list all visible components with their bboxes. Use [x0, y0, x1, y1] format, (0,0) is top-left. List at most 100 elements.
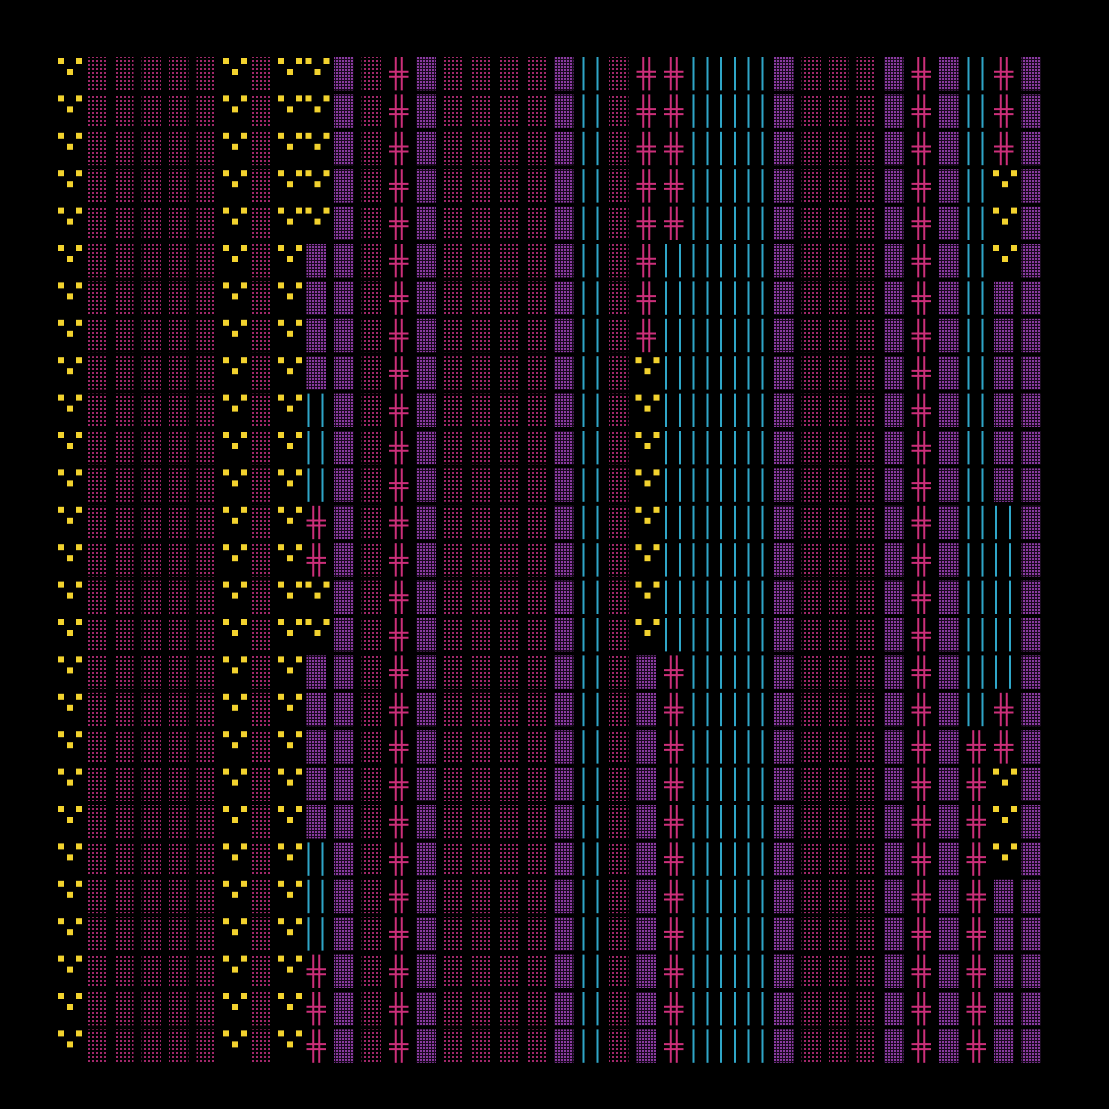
- purple-dot-tile: [774, 356, 794, 390]
- magenta-dot-tile: [361, 431, 381, 465]
- magenta-dot-tile: [444, 730, 464, 764]
- magenta-dot-tile: [856, 767, 876, 801]
- magenta-dot-tile: [801, 169, 821, 203]
- magenta-dot-tile: [251, 543, 271, 577]
- purple-dot-tile: [994, 1029, 1014, 1063]
- purple-dot-tile: [554, 580, 574, 614]
- magenta-dot-tile: [829, 879, 849, 914]
- magenta-dot-tile: [856, 206, 876, 240]
- yellow-dot: [67, 854, 73, 861]
- magenta-dot-tile: [499, 992, 519, 1026]
- purple-dot-tile: [939, 618, 959, 652]
- magenta-dot-tile: [829, 992, 849, 1026]
- magenta-dot-tile: [609, 57, 629, 91]
- magenta-dot-tile: [526, 94, 546, 128]
- purple-dot-tile: [416, 805, 436, 839]
- magenta-dot-tile: [169, 57, 189, 91]
- magenta-dot-tile: [114, 244, 134, 278]
- yellow-dot: [223, 656, 229, 663]
- yellow-dot: [58, 768, 64, 775]
- yellow-dot: [305, 132, 312, 139]
- yellow-dot: [223, 282, 229, 289]
- magenta-dot-tile: [609, 505, 629, 540]
- yellow-dot: [241, 880, 247, 887]
- magenta-dot-tile: [801, 206, 821, 240]
- yellow-dot: [76, 469, 82, 476]
- yellow-dot: [67, 517, 73, 524]
- magenta-dot-tile: [856, 431, 876, 465]
- magenta-dot-tile: [169, 318, 189, 353]
- yellow-dot: [287, 256, 293, 262]
- magenta-dot-tile: [196, 692, 216, 727]
- purple-dot-tile: [554, 842, 574, 876]
- purple-dot-tile: [1021, 1029, 1041, 1063]
- purple-dot-tile: [334, 692, 354, 727]
- magenta-dot-tile: [499, 1029, 519, 1063]
- magenta-dot-tile: [471, 992, 491, 1026]
- magenta-dot-tile: [114, 468, 134, 502]
- magenta-dot-tile: [361, 954, 381, 988]
- yellow-dot: [76, 843, 82, 850]
- purple-dot-tile: [884, 94, 904, 128]
- magenta-dot-tile: [141, 655, 161, 689]
- yellow-dot: [278, 132, 284, 139]
- purple-dot-tile: [1021, 244, 1041, 278]
- purple-dot-tile: [416, 57, 436, 91]
- yellow-dot: [296, 58, 302, 64]
- yellow-dot: [76, 768, 82, 775]
- purple-dot-tile: [416, 842, 436, 876]
- yellow-dot: [323, 619, 330, 625]
- yellow-dot: [314, 69, 321, 75]
- yellow-dot: [241, 469, 247, 476]
- yellow-dot: [287, 293, 293, 300]
- magenta-dot-tile: [526, 730, 546, 764]
- magenta-dot-tile: [444, 169, 464, 203]
- magenta-dot-tile: [196, 169, 216, 203]
- purple-dot-tile: [334, 206, 354, 240]
- purple-dot-tile: [554, 468, 574, 502]
- magenta-dot-tile: [444, 580, 464, 614]
- purple-dot-tile: [334, 281, 354, 315]
- yellow-dot: [287, 218, 293, 225]
- purple-dot-tile: [884, 169, 904, 203]
- purple-dot-tile: [774, 655, 794, 689]
- magenta-dot-tile: [856, 879, 876, 914]
- purple-dot-tile: [1021, 618, 1041, 652]
- yellow-dot: [278, 880, 284, 887]
- yellow-dot: [1011, 843, 1017, 850]
- magenta-dot-tile: [801, 543, 821, 577]
- yellow-dot: [241, 843, 247, 850]
- yellow-dot: [76, 693, 82, 700]
- yellow-dot: [653, 432, 660, 438]
- yellow-dot: [296, 170, 302, 177]
- purple-dot-tile: [636, 842, 656, 876]
- purple-dot-tile: [1021, 281, 1041, 315]
- magenta-dot-tile: [829, 431, 849, 465]
- magenta-dot-tile: [526, 805, 546, 839]
- magenta-dot-tile: [801, 244, 821, 278]
- yellow-dot: [296, 993, 302, 999]
- magenta-dot-tile: [829, 917, 849, 951]
- purple-dot-tile: [416, 954, 436, 988]
- yellow-dot: [232, 443, 238, 449]
- magenta-dot-tile: [526, 692, 546, 727]
- purple-dot-tile: [334, 505, 354, 540]
- yellow-dot: [223, 469, 229, 476]
- magenta-dot-tile: [444, 543, 464, 577]
- purple-dot-tile: [306, 692, 326, 727]
- purple-dot-tile: [884, 356, 904, 390]
- yellow-dot: [644, 480, 651, 487]
- magenta-dot-tile: [526, 57, 546, 91]
- purple-dot-tile: [939, 580, 959, 614]
- purple-dot-tile: [939, 842, 959, 876]
- yellow-dot: [232, 1004, 238, 1010]
- yellow-dot: [278, 656, 284, 663]
- purple-dot-tile: [334, 356, 354, 390]
- magenta-dot-tile: [499, 505, 519, 540]
- magenta-dot-tile: [829, 842, 849, 876]
- yellow-dot: [296, 768, 302, 775]
- yellow-dot: [1011, 806, 1017, 812]
- magenta-dot-tile: [114, 879, 134, 914]
- magenta-dot-tile: [444, 393, 464, 427]
